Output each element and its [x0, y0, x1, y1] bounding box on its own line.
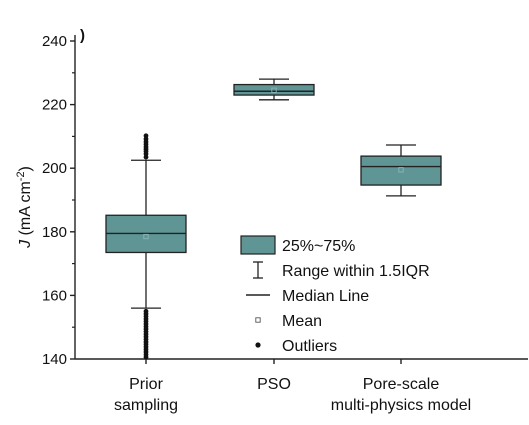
x-tick-label-line: sampling: [114, 397, 178, 414]
outlier-point: [143, 133, 149, 139]
legend-label: Median Line: [282, 288, 369, 305]
legend-item: Median Line: [246, 288, 369, 305]
boxes: [105, 78, 442, 360]
box-group: [360, 144, 442, 197]
mean-marker: [398, 167, 404, 173]
legend-label: Outliers: [282, 338, 337, 355]
y-tick-label: 200: [42, 160, 67, 177]
mean-marker: [271, 87, 277, 93]
y-tick-label: 220: [42, 97, 67, 114]
box-group: [105, 133, 187, 360]
x-tick-label-line: Pore-scale: [363, 376, 440, 393]
y-axis-label: J (mA cm-2): [15, 166, 34, 249]
legend-label: Range within 1.5IQR: [282, 263, 430, 280]
x-tick-label: PSO: [257, 376, 291, 393]
y-tick-label: 240: [42, 33, 67, 50]
legend-item: 25%~75%: [240, 235, 355, 255]
x-tick-label-line: PSO: [257, 376, 291, 393]
plot-area: [74, 35, 528, 360]
x-axis: Prior sampling PSO Pore-scale multi-physics …: [114, 359, 471, 414]
y-axis: 140 160 180 200 220 240: [42, 33, 75, 368]
outlier-point: [143, 354, 149, 360]
x-tick-label-line: Prior: [129, 376, 163, 393]
y-tick-label: 180: [42, 224, 67, 241]
box-group: [233, 78, 315, 101]
legend-mean-swatch: [255, 317, 261, 323]
legend-label: Mean: [282, 313, 322, 330]
mean-marker: [143, 233, 149, 240]
iqr-box: [233, 83, 315, 96]
legend-box-swatch: [240, 235, 276, 255]
y-axis-label-close: ): [17, 166, 34, 171]
y-axis-label-sup: -2: [15, 171, 27, 181]
iqr-box: [360, 155, 442, 186]
panel-mark: ): [80, 27, 85, 44]
y-axis-label-symbol: J: [17, 239, 34, 249]
y-axis-label-unit: (mA cm: [17, 181, 34, 240]
legend: 25%~75% Range within 1.5IQR Median Line Mea…: [240, 235, 430, 355]
x-tick-label-line: multi-physics model: [331, 397, 471, 414]
legend-outlier-swatch: [255, 342, 261, 348]
legend-item: Mean: [255, 313, 322, 330]
legend-label: 25%~75%: [282, 238, 355, 255]
x-tick-label: Prior sampling: [114, 376, 178, 414]
legend-item: Range within 1.5IQR: [253, 261, 430, 280]
y-tick-label: 140: [42, 351, 67, 368]
legend-item: Outliers: [255, 338, 337, 355]
x-tick-label: Pore-scale multi-physics model: [331, 376, 471, 414]
y-tick-label: 160: [42, 287, 67, 304]
